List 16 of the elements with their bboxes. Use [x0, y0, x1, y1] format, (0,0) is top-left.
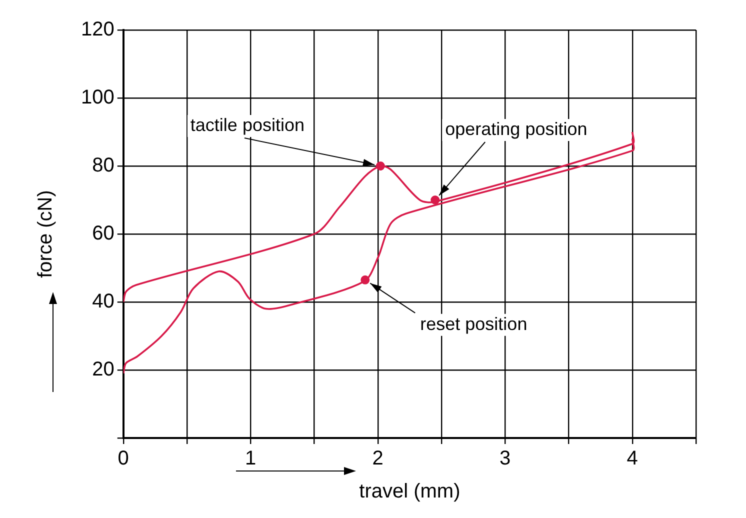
- x-tick-label: 4: [626, 448, 638, 470]
- x-tick-label: 0: [118, 448, 129, 470]
- y-tick-label: 60: [92, 222, 114, 245]
- y-axis-title: force (cN): [34, 190, 57, 278]
- y-tick-label: 120: [80, 18, 114, 41]
- x-tick-label: 1: [245, 448, 256, 470]
- x-tick-label: 2: [372, 448, 384, 470]
- y-tick-label: 80: [92, 154, 114, 177]
- x-tick-label: 3: [500, 448, 511, 470]
- x-axis-title: travel (mm): [359, 480, 460, 503]
- y-tick-label: 40: [92, 290, 114, 313]
- annotation: operating position: [445, 118, 588, 139]
- annotation: reset position: [420, 314, 528, 334]
- y-tick-label: 20: [92, 358, 114, 381]
- y-tick-label: 100: [80, 86, 114, 109]
- annotation: tactile position: [190, 114, 304, 135]
